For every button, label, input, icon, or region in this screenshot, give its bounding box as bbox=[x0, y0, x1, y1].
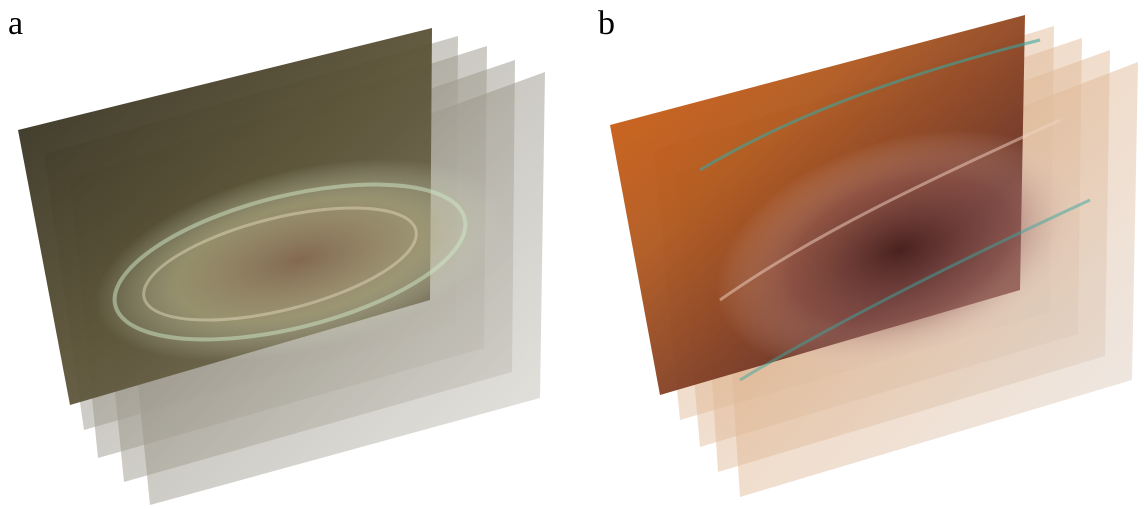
page: {"panels": [{"label": "a"}, {"label": "b… bbox=[0, 0, 1144, 509]
panel-label: a bbox=[8, 5, 23, 42]
panel-a-stack bbox=[18, 28, 545, 505]
figure: a b bbox=[0, 0, 1144, 509]
panel-b-stack bbox=[610, 15, 1138, 497]
panel-label: b bbox=[598, 5, 615, 42]
